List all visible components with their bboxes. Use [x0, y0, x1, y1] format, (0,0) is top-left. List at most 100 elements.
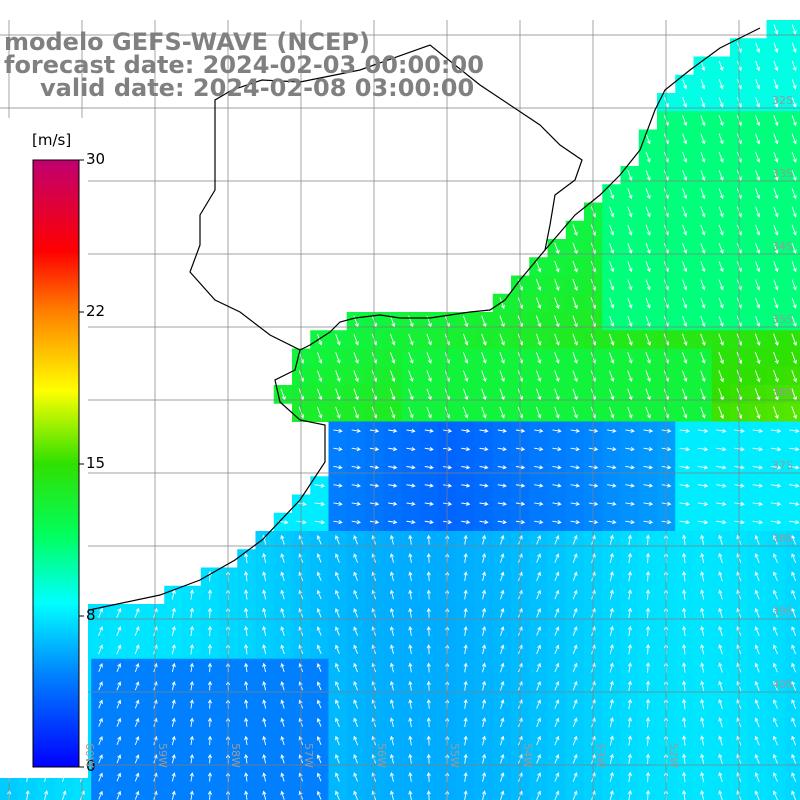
- wind-arrow: [700, 133, 706, 145]
- wind-arrow: [333, 520, 343, 525]
- wind-arrow: [98, 663, 103, 673]
- wind-arrow: [189, 699, 194, 709]
- wind-arrow: [791, 242, 797, 255]
- wind-arrow: [280, 534, 285, 545]
- wind-arrow: [773, 333, 779, 346]
- wind-arrow: [791, 571, 797, 582]
- wind-arrow: [134, 607, 140, 618]
- wind-arrow: [280, 589, 285, 600]
- colorbar-tick-15: 15: [86, 454, 106, 472]
- wind-arrow: [572, 242, 578, 255]
- wind-arrow: [333, 483, 343, 488]
- wind-arrow: [572, 772, 578, 782]
- wind-arrow: [718, 680, 723, 691]
- wind-cell: [401, 786, 421, 800]
- wind-arrow: [754, 571, 760, 582]
- wind-arrow: [389, 553, 394, 563]
- wind-arrow: [791, 151, 797, 163]
- wind-arrow: [609, 625, 614, 637]
- wind-arrow: [481, 406, 487, 419]
- wind-arrow: [791, 589, 797, 600]
- wind-cell: [784, 275, 800, 295]
- wind-arrow: [700, 589, 705, 600]
- wind-arrow: [353, 662, 358, 673]
- wind-arrow: [389, 662, 394, 673]
- wind-cell: [784, 220, 800, 240]
- wind-arrow: [645, 680, 651, 691]
- wind-arrow: [481, 772, 487, 782]
- wind-arrow: [534, 465, 544, 470]
- wind-arrow: [700, 662, 705, 673]
- wind-arrow: [536, 571, 541, 582]
- wind-cell: [784, 330, 800, 349]
- wind-cell: [784, 494, 800, 514]
- wind-arrow: [353, 644, 358, 655]
- wind-arrow: [535, 279, 542, 291]
- wind-arrow: [643, 428, 654, 433]
- wind-arrow: [609, 388, 615, 401]
- wind-arrow: [351, 501, 362, 506]
- wind-arrow: [627, 370, 633, 383]
- wind-arrow: [535, 315, 542, 328]
- wind-arrow: [554, 753, 560, 764]
- wind-arrow: [554, 242, 560, 255]
- wind-arrow: [171, 607, 176, 618]
- wind-arrow: [700, 333, 706, 346]
- wind-arrow: [552, 520, 562, 525]
- wind-arrow: [316, 717, 322, 727]
- wind-arrow: [262, 735, 267, 746]
- wind-arrow: [755, 224, 761, 236]
- wind-arrow: [134, 736, 140, 746]
- wind-arrow: [335, 662, 340, 673]
- wind-arrow: [244, 644, 249, 655]
- wind-arrow: [353, 608, 358, 618]
- wind-arrow: [335, 388, 341, 401]
- wind-arrow: [461, 447, 471, 452]
- wind-arrow: [316, 535, 322, 545]
- wind-arrow: [280, 772, 285, 782]
- wind-arrow: [500, 790, 505, 800]
- wind-arrow: [535, 333, 542, 346]
- wind-arrow: [171, 699, 176, 709]
- lat-label-33s: 33S: [772, 167, 793, 180]
- wind-arrow: [353, 754, 358, 764]
- wind-arrow: [682, 698, 687, 710]
- wind-arrow: [770, 465, 782, 470]
- wind-arrow: [316, 699, 322, 709]
- wind-arrow: [534, 501, 544, 506]
- wind-arrow: [645, 297, 651, 309]
- wind-arrow: [333, 501, 343, 506]
- lat-label-34s: 34S: [772, 240, 793, 253]
- wind-arrow: [406, 447, 416, 452]
- wind-arrow: [700, 297, 706, 309]
- wind-arrow: [335, 681, 340, 691]
- wind-arrow: [554, 534, 560, 545]
- wind-arrow: [134, 790, 140, 800]
- wind-arrow: [682, 188, 688, 200]
- wind-arrow: [718, 315, 724, 328]
- wind-arrow: [609, 315, 615, 328]
- wind-arrow: [554, 790, 560, 800]
- wind-arrow: [643, 483, 654, 488]
- wind-arrow: [627, 644, 632, 655]
- wind-arrow: [791, 133, 797, 145]
- wind-arrow: [388, 520, 398, 525]
- wind-arrow: [700, 206, 706, 218]
- wind-cell: [784, 458, 800, 477]
- wind-arrow: [353, 352, 359, 364]
- wind-arrow: [171, 681, 176, 691]
- wind-arrow: [134, 663, 140, 673]
- wind-arrow: [98, 626, 104, 636]
- wind-arrow: [316, 626, 322, 636]
- wind-arrow: [426, 607, 431, 618]
- wind-arrow: [772, 699, 778, 709]
- wind-arrow: [406, 520, 416, 525]
- wind-arrow: [682, 279, 688, 291]
- wind-arrow: [682, 261, 688, 273]
- wind-arrow: [408, 662, 413, 673]
- wind-arrow: [116, 754, 122, 764]
- wind-arrow: [609, 279, 615, 291]
- wind-arrow: [461, 465, 471, 470]
- wind-arrow: [481, 388, 487, 401]
- wind-arrow: [280, 699, 285, 709]
